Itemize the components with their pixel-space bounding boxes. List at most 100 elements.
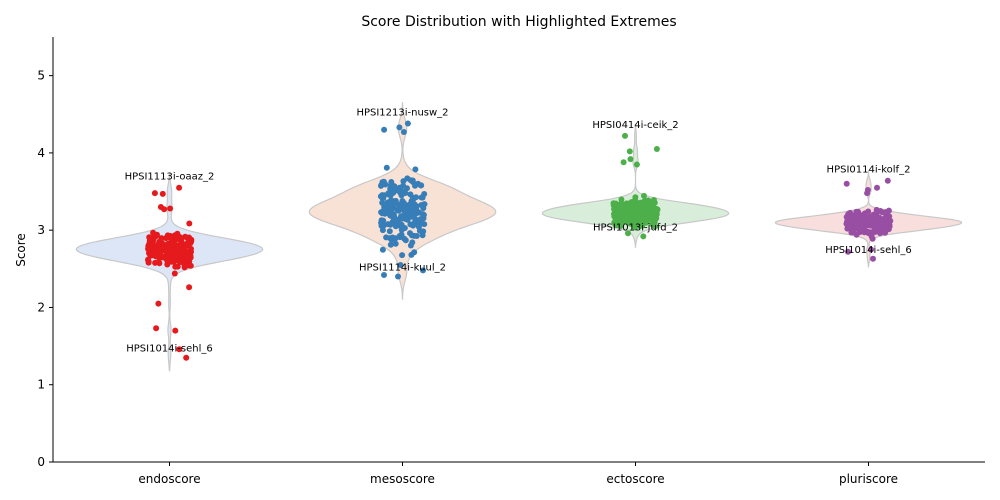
data-point-mesoscore [400,129,407,135]
data-point-ectoscore [640,233,647,240]
data-point-endoscore [149,238,156,245]
data-point-endoscore [179,241,186,247]
data-point-mesoscore [410,210,417,217]
data-point-pluriscore [845,248,851,255]
chart-title: Score Distribution with Highlighted Extr… [361,14,676,30]
data-point-endoscore [145,256,151,263]
data-point-mesoscore [394,219,401,226]
data-point-mesoscore [421,201,428,208]
data-point-endoscore [167,235,174,242]
data-point-endoscore [162,248,169,255]
data-point-pluriscore [864,219,871,226]
y-tick-label: 0 [37,455,45,469]
annotation-label: HPSI0414i-ceik_2 [592,120,678,131]
data-point-endoscore [165,255,172,261]
data-point-mesoscore [409,177,416,184]
data-point-mesoscore [381,126,388,133]
data-point-mesoscore [377,193,384,200]
data-point-pluriscore [869,213,876,220]
data-point-mesoscore [411,249,418,256]
data-point-pluriscore [870,255,876,262]
data-point-mesoscore [416,222,422,229]
violin-ectoscore [541,123,730,248]
data-point-pluriscore [852,215,858,222]
data-point-endoscore [176,184,183,191]
data-point-mesoscore [397,234,403,241]
data-point-ectoscore [628,204,635,211]
data-point-mesoscore [387,241,394,248]
data-point-ectoscore [635,221,642,228]
data-point-mesoscore [404,216,411,223]
data-point-mesoscore [381,222,387,229]
data-point-endoscore [174,243,181,250]
data-point-ectoscore [620,159,627,166]
data-point-pluriscore [877,220,884,227]
data-point-pluriscore [885,207,892,214]
data-point-mesoscore [397,189,404,196]
data-point-ectoscore [618,196,625,203]
data-point-pluriscore [874,216,881,223]
data-point-pluriscore [844,221,851,228]
data-point-mesoscore [412,166,419,173]
violin-endoscore [75,173,264,372]
data-point-mesoscore [417,182,424,189]
data-point-mesoscore [399,252,406,259]
data-point-mesoscore [383,234,390,241]
annotation-layer: HPSI1113i-oaaz_2 HPSI1014i-sehl_6 HPSI1213… [125,108,912,355]
annotation-label: HPSI0114i-kolf_2 [827,165,911,176]
data-point-endoscore [172,327,179,334]
data-point-mesoscore [386,210,393,217]
data-point-mesoscore [404,120,411,127]
annotation-label: HPSI1014i-sehl_6 [126,344,213,355]
x-tick-label: mesoscore [370,472,435,486]
data-point-endoscore [152,245,159,252]
data-point-mesoscore [379,179,386,186]
data-point-mesoscore [381,203,388,210]
data-point-ectoscore [634,206,640,213]
data-point-ectoscore [652,206,659,212]
data-point-endoscore [164,261,171,268]
data-point-endoscore [152,253,159,259]
data-point-pluriscore [885,226,892,233]
data-point-endoscore [159,190,166,197]
data-point-mesoscore [404,203,411,210]
data-point-ectoscore [627,156,634,163]
data-point-mesoscore [396,124,403,131]
violin-layer [75,102,963,372]
data-point-ectoscore [650,201,657,208]
data-point-pluriscore [864,187,871,193]
data-point-endoscore [178,249,185,256]
data-point-ectoscore [622,132,628,139]
y-tick-label: 4 [37,146,45,160]
data-point-mesoscore [421,191,428,197]
data-point-ectoscore [611,205,618,212]
data-point-ectoscore [620,208,626,215]
points-layer [145,120,894,361]
data-point-endoscore [174,263,181,270]
data-point-endoscore [176,346,183,353]
data-point-pluriscore [873,209,880,216]
data-point-mesoscore [379,227,386,234]
annotation-label: HPSI1113i-oaaz_2 [125,172,215,183]
data-point-mesoscore [383,164,390,171]
data-point-mesoscore [381,272,387,278]
data-point-mesoscore [385,190,392,197]
data-point-pluriscore [850,229,857,236]
y-tick-label: 1 [37,378,45,392]
data-point-ectoscore [625,230,631,237]
data-point-ectoscore [641,192,647,199]
data-point-endoscore [186,239,193,246]
data-point-ectoscore [632,194,639,201]
data-point-mesoscore [391,213,398,220]
data-point-ectoscore [646,213,653,220]
data-point-ectoscore [614,215,621,222]
data-point-pluriscore [882,215,889,222]
data-point-pluriscore [884,177,891,184]
data-point-pluriscore [843,180,850,187]
data-point-mesoscore [409,239,416,246]
data-point-ectoscore [642,209,649,216]
data-point-mesoscore [400,178,407,185]
data-point-mesoscore [420,228,427,235]
data-point-mesoscore [386,228,393,235]
data-point-mesoscore [380,217,387,224]
